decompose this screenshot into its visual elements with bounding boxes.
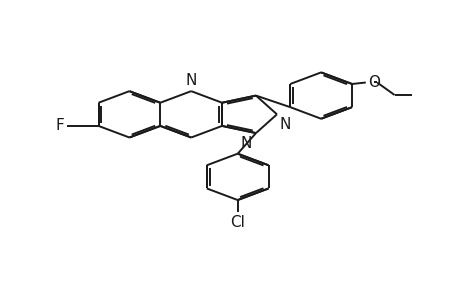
Text: Cl: Cl xyxy=(230,215,245,230)
Text: F: F xyxy=(56,118,64,134)
Text: N: N xyxy=(279,117,290,132)
Text: N: N xyxy=(185,73,196,88)
Text: N: N xyxy=(241,136,252,151)
Text: O: O xyxy=(367,75,379,90)
